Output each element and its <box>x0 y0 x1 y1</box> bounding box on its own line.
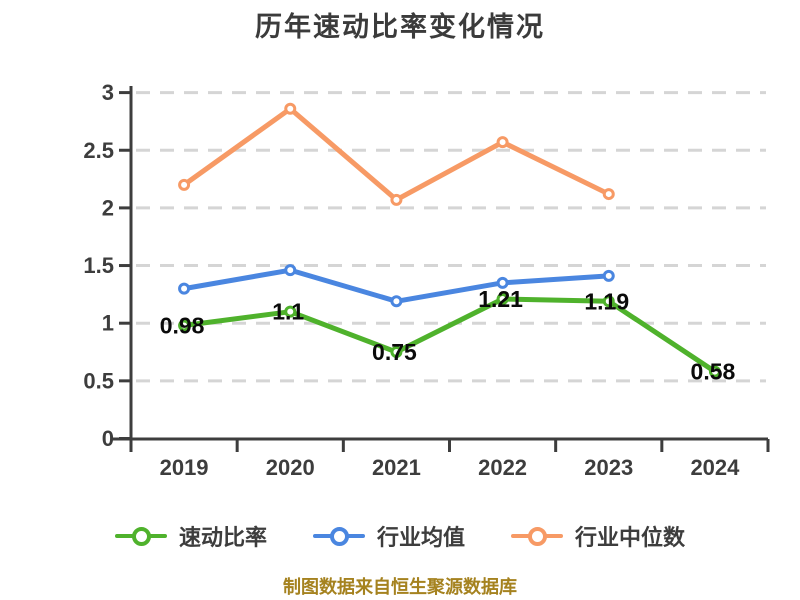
data-point <box>178 178 191 191</box>
industry-median-legend-marker-icon <box>511 526 563 546</box>
data-source-caption: 制图数据来自恒生聚源数据库 <box>283 577 517 597</box>
x-tick-label: 2024 <box>690 455 740 480</box>
data-label: 0.98 <box>160 313 205 339</box>
y-tick-label: 2.5 <box>83 138 114 163</box>
chart-title: 历年速动比率变化情况 <box>255 12 545 42</box>
data-point <box>390 346 403 359</box>
data-point <box>284 264 297 277</box>
series-line-0 <box>181 106 612 203</box>
legend-item-industry-median: 行业中位数 <box>511 520 685 552</box>
data-label: 1.1 <box>272 299 304 325</box>
data-point <box>178 282 191 295</box>
x-tick-label: 2021 <box>372 455 421 480</box>
y-tick-label: 0.5 <box>83 368 114 393</box>
y-tick-label: 2 <box>102 195 114 220</box>
data-point <box>390 295 403 308</box>
legend-label-industry-median: 行业中位数 <box>575 525 686 550</box>
series-line-2 <box>181 296 718 375</box>
data-label: 0.75 <box>372 339 417 365</box>
data-point <box>602 269 615 282</box>
x-tick-label: 2022 <box>478 455 527 480</box>
data-point <box>284 102 297 115</box>
data-label: 1.19 <box>584 288 629 314</box>
data-point <box>390 193 403 206</box>
data-point <box>708 365 721 378</box>
data-point <box>496 136 509 149</box>
data-point <box>602 295 615 308</box>
y-tick-label: 3 <box>102 80 114 105</box>
legend-item-quick-ratio: 速动比率 <box>114 520 267 552</box>
data-point <box>284 305 297 318</box>
x-tick-label: 2020 <box>266 455 315 480</box>
data-point <box>178 319 191 332</box>
x-tick-label: 2019 <box>160 455 209 480</box>
y-tick-label: 1.5 <box>83 253 114 278</box>
industry-mean-legend-marker-icon <box>312 526 365 546</box>
y-tick-label: 1 <box>102 311 114 336</box>
legend-label-industry-mean: 行业均值 <box>376 525 465 550</box>
data-point <box>496 292 509 305</box>
data-label: 1.21 <box>478 286 523 312</box>
y-tick-label: 0 <box>102 426 114 451</box>
chart-legend: 速动比率 行业均值 行业中位数 <box>0 520 800 552</box>
x-tick-label: 2023 <box>584 455 633 480</box>
legend-label-quick-ratio: 速动比率 <box>178 525 267 550</box>
quick-ratio-legend-marker-icon <box>114 526 167 546</box>
data-point <box>602 188 615 201</box>
data-label: 0.58 <box>691 359 736 385</box>
data-point <box>496 276 509 289</box>
legend-item-industry-mean: 行业均值 <box>312 520 465 552</box>
